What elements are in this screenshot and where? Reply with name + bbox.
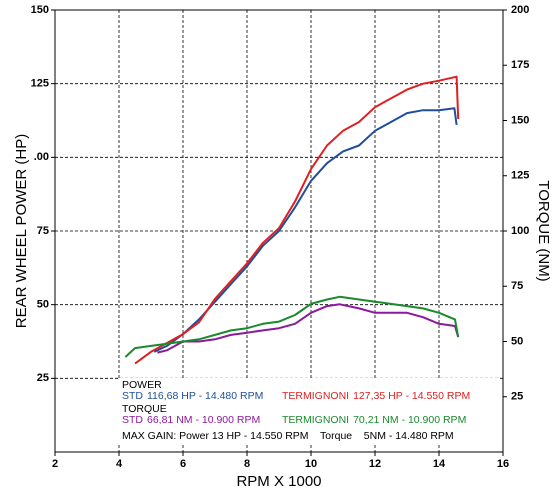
y-tick-label: 150	[31, 4, 49, 16]
x-tick-label: 2	[52, 458, 58, 470]
y2-tick-label: 200	[511, 4, 529, 16]
x-tick-label: 12	[369, 458, 381, 470]
x-tick-label: 8	[244, 458, 250, 470]
y2-axis-title: TORQUE (NM)	[535, 180, 552, 281]
legend-name: STD	[122, 390, 143, 402]
legend-note: 70,21 NM - 10.900 RPM	[353, 414, 466, 426]
legend-note: 127,35 HP - 14.550 RPM	[353, 390, 470, 402]
x-tick-label: 14	[433, 458, 446, 470]
y2-tick-label: 100	[511, 225, 529, 237]
x-tick-label: 16	[497, 458, 509, 470]
y2-tick-label: 75	[511, 280, 523, 292]
y2-tick-label: 175	[511, 59, 529, 71]
legend-note: 66,81 NM - 10.900 RPM	[147, 414, 260, 426]
x-tick-label: 4	[116, 458, 123, 470]
y-tick-label: 50	[37, 299, 49, 311]
y2-tick-label: 125	[511, 170, 529, 182]
series-line	[124, 295, 460, 358]
legend-name: TERMIGNONI	[282, 390, 349, 402]
legend-name: TERMIGNONI	[282, 414, 349, 426]
series-line	[134, 75, 460, 365]
x-tick-label: 6	[180, 458, 186, 470]
y-tick-label: 25	[37, 372, 49, 384]
x-tick-label: 10	[305, 458, 317, 470]
legend-name: STD	[122, 414, 143, 426]
x-axis-title: RPM X 1000	[236, 473, 321, 490]
y-tick-label: .00	[34, 151, 49, 163]
max-gain: MAX GAIN: Power 13 HP - 14.550 RPM Torqu…	[122, 430, 454, 442]
series-line	[157, 303, 460, 354]
y2-tick-label: 150	[511, 114, 529, 126]
y-tick-label: 75	[37, 225, 49, 237]
legend-group: TORQUE	[122, 403, 167, 415]
y-axis-title: REAR WHEEL POWER (HP)	[13, 134, 30, 328]
series-line	[153, 107, 458, 353]
y2-tick-label: 50	[511, 335, 523, 347]
y2-tick-label: 25	[511, 391, 523, 403]
legend-box	[118, 378, 498, 444]
y-tick-label: 125	[31, 78, 49, 90]
legend-note: 116,68 HP - 14.480 RPM	[147, 390, 263, 402]
legend-group: POWER	[122, 379, 162, 391]
